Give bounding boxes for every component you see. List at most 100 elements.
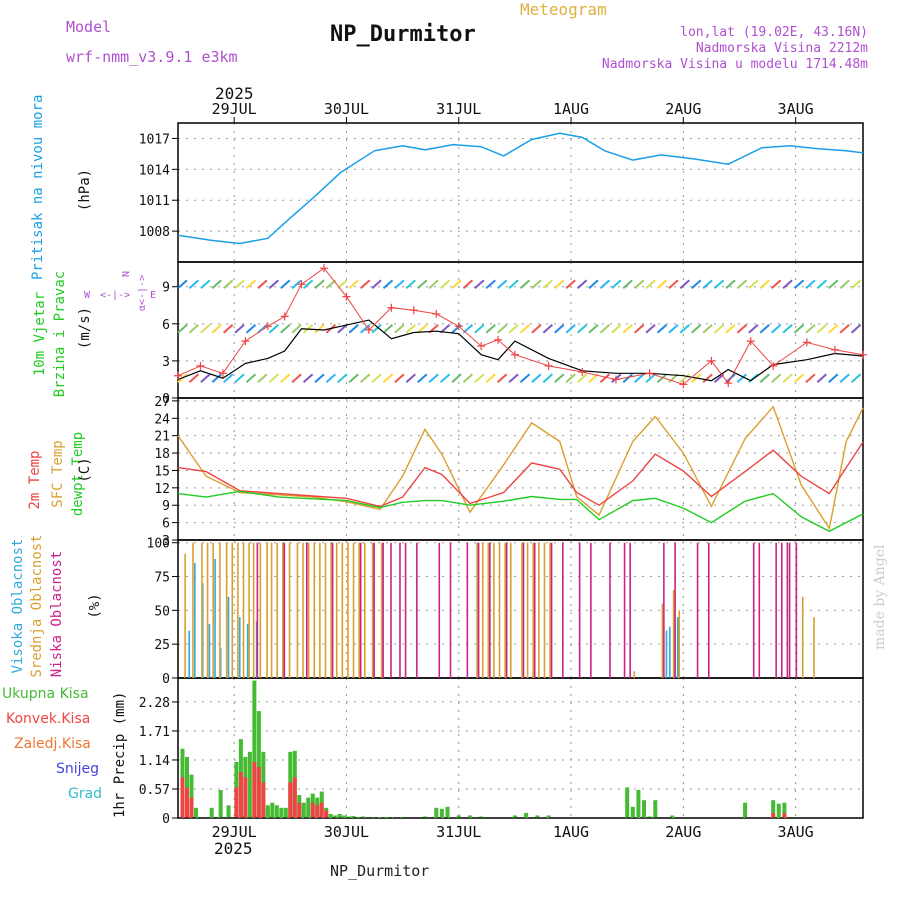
precip-total-bar (445, 806, 450, 818)
pressure-ytick-label: 1017 (139, 132, 170, 147)
precip-convective-bar (292, 777, 297, 818)
wind-direction-barb (497, 324, 508, 334)
precip-total-bar (355, 816, 360, 818)
wind-gust-marker (494, 335, 503, 344)
wind-direction-barb (462, 373, 474, 383)
top-date-label: 29JUL (212, 100, 257, 118)
precip-total-bar (274, 805, 279, 818)
wind-direction-barb (474, 279, 485, 290)
precip-total-bar (366, 816, 371, 818)
wind-direction-barb (554, 373, 565, 383)
wind-ytick-label: 3 (162, 355, 170, 370)
precip-convective-bar (238, 772, 243, 818)
wind-direction-barb (257, 279, 268, 290)
wind-direction-barb (405, 279, 416, 290)
wind-direction-barb (576, 279, 588, 290)
bottom-date-label: 29JUL (212, 823, 257, 841)
elevation-label: Nadmorska Visina 2212m (695, 41, 868, 56)
wind-direction-barb (622, 279, 633, 290)
wind-direction-barb (177, 279, 188, 290)
precip-total-bar (193, 807, 198, 818)
wind-direction-barb (542, 324, 553, 334)
wind-direction-barb (371, 279, 382, 290)
wind-direction-barb (394, 373, 405, 383)
precip-convective-bar (184, 787, 189, 818)
precip-total-bar (279, 807, 284, 818)
wind-direction-barb (439, 373, 451, 383)
wind-direction-barb (725, 324, 736, 334)
wind-direction-barb (622, 373, 633, 383)
pressure-ytick-label: 1014 (139, 163, 170, 178)
wind-direction-barb (223, 324, 234, 334)
wind-direction-barb (828, 373, 839, 383)
wind-direction-barb (531, 373, 542, 383)
wind-direction-barb (451, 279, 462, 290)
lonlat-label: lon,lat (19.02E, 43.16N) (680, 25, 868, 40)
precip-convective-bar (261, 782, 266, 818)
wind-direction-barb (257, 373, 268, 383)
wind-direction-barb (428, 279, 439, 290)
precip-convective-bar (315, 805, 320, 818)
wind-direction-barb (656, 279, 668, 290)
legend-frozen-rain: Zaledj.Kisa (14, 736, 91, 752)
precip-total-bar (467, 815, 472, 818)
precip-total-bar (189, 774, 194, 818)
wind-direction-barb (451, 373, 462, 383)
precip-total-bar (423, 816, 428, 818)
precip-convective-bar (310, 802, 315, 818)
precip-total-bar (328, 813, 333, 818)
pressure-frame (177, 122, 864, 263)
wind-gust-marker (510, 350, 519, 359)
wind-direction-barb (508, 373, 519, 383)
wind-direction-barb (645, 373, 656, 383)
wind-direction-barb (405, 324, 416, 334)
precip-total-bar (361, 816, 366, 818)
legend-hail: Grad (68, 786, 103, 802)
bottom-date-label: 31JUL (436, 823, 481, 841)
precip-ytick-label: 0 (162, 812, 170, 827)
wind-direction-barb (485, 324, 496, 334)
precip-ytick-label: 1.14 (139, 754, 170, 769)
wind-gust-marker (263, 322, 272, 331)
wind-direction-barb (360, 279, 371, 290)
wind-direction-barb (850, 279, 862, 290)
wind-gust-marker (802, 338, 811, 347)
wind-direction-barb (782, 373, 793, 383)
wind-frame (177, 261, 864, 399)
cloud-ytick-label: 75 (154, 571, 170, 586)
precip-total-bar (256, 711, 261, 818)
precip-frame (177, 677, 864, 819)
top-date-label: 1AUG (553, 100, 589, 118)
wind-direction-barb (291, 373, 302, 383)
wind-ytick-label: 0 (162, 392, 170, 407)
compass-east: E (150, 290, 156, 301)
wind-direction-barb (314, 324, 325, 334)
wind-direction-barb (371, 373, 382, 383)
precip-total-bar (209, 807, 214, 818)
compass-north: N (119, 271, 130, 277)
wind-gust-marker (769, 361, 778, 370)
cloud-ytick-label: 25 (154, 638, 170, 653)
wind-direction-barb (793, 373, 805, 383)
wind-direction-barb (554, 324, 565, 334)
wind-direction-barb (211, 324, 222, 334)
wind-gust-marker (432, 309, 441, 318)
cloud-frame (177, 539, 864, 679)
pressure-line (177, 132, 864, 245)
wind-direction-barb (531, 324, 542, 334)
wind-direction-barb (805, 373, 816, 383)
compass-west: W (84, 290, 91, 301)
wind-gust-marker (174, 371, 182, 380)
temp2m-line (177, 441, 864, 508)
wind-direction-barb (508, 324, 519, 334)
wind-direction-barb (702, 279, 713, 290)
bottom-date-label: 1AUG (553, 823, 589, 841)
wind-direction-barb (691, 279, 702, 290)
wind-gust-marker (454, 322, 463, 331)
wind-direction-barb (771, 279, 782, 290)
precip-convective-bar (771, 812, 776, 818)
wind-direction-barb (314, 279, 325, 290)
wind-direction-barb (200, 373, 211, 383)
cloud-ytick-label: 100 (147, 537, 170, 552)
wind-direction-barb (839, 373, 850, 383)
